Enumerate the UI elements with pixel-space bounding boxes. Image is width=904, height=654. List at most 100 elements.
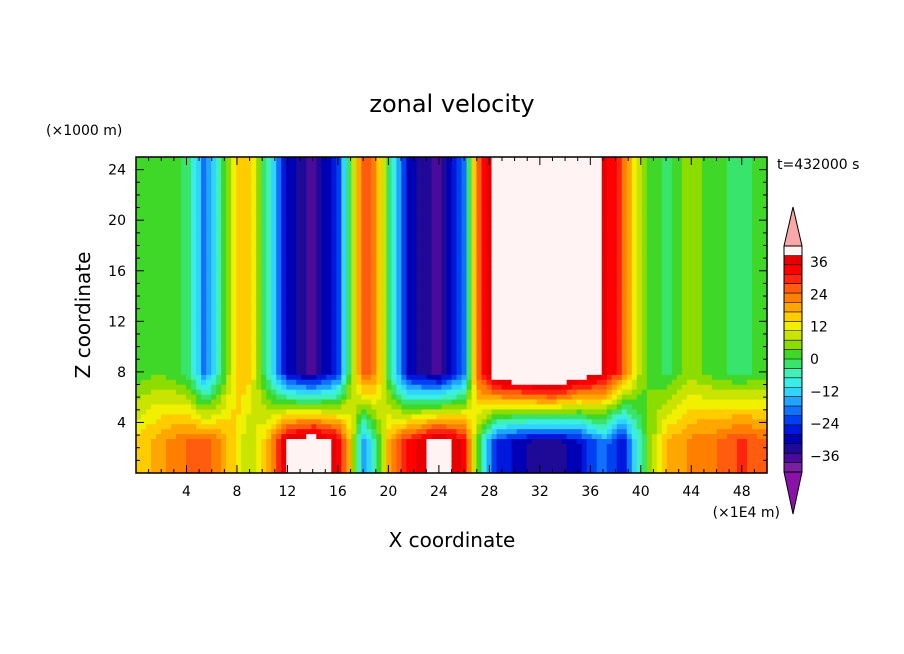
field-cell <box>166 403 172 410</box>
field-cell <box>486 453 493 459</box>
field-cell <box>256 354 262 361</box>
field-cell <box>611 305 618 311</box>
field-cell <box>251 334 257 341</box>
field-cell <box>231 398 237 405</box>
field-cell <box>621 310 628 316</box>
field-cell <box>591 463 598 469</box>
field-cell <box>271 468 277 474</box>
field-cell <box>726 329 733 336</box>
field-cell <box>296 418 302 425</box>
field-cell <box>311 458 317 464</box>
field-cell <box>376 418 382 425</box>
field-cell <box>631 349 638 356</box>
field-cell <box>516 354 523 361</box>
field-cell <box>546 285 553 291</box>
field-cell <box>151 448 157 454</box>
field-cell <box>711 453 718 459</box>
field-cell <box>666 334 673 341</box>
field-cell <box>481 300 488 306</box>
field-cell <box>691 315 698 321</box>
field-cell <box>301 443 307 449</box>
field-cell <box>156 463 162 469</box>
field-cell <box>511 463 518 469</box>
field-cell <box>606 349 613 356</box>
field-cell <box>221 433 227 440</box>
field-cell <box>196 300 202 306</box>
field-cell <box>556 369 563 375</box>
field-cell <box>446 403 453 410</box>
field-cell <box>286 315 292 321</box>
field-cell <box>146 398 152 405</box>
field-cell <box>286 305 292 311</box>
field-cell <box>406 334 413 341</box>
field-cell <box>216 359 222 365</box>
field-cell <box>291 468 297 474</box>
field-cell <box>691 334 698 341</box>
field-cell <box>266 423 272 430</box>
field-cell <box>681 364 688 370</box>
field-cell <box>181 324 187 331</box>
field-cell <box>341 453 347 459</box>
field-cell <box>761 364 768 370</box>
field-cell <box>691 438 698 444</box>
field-cell <box>631 463 638 469</box>
field-cell <box>611 349 618 356</box>
field-cell <box>326 369 332 375</box>
field-cell <box>686 295 693 301</box>
field-cell <box>591 379 598 385</box>
field-cell <box>346 428 352 435</box>
field-cell <box>401 285 408 291</box>
field-cell <box>156 458 162 464</box>
field-cell <box>551 443 558 449</box>
field-cell <box>531 344 538 351</box>
field-cell <box>251 423 257 430</box>
field-cell <box>361 403 367 410</box>
field-cell <box>326 285 332 291</box>
field-cell <box>496 379 503 385</box>
field-cell <box>376 319 382 326</box>
field-cell <box>626 384 633 390</box>
field-cell <box>211 468 217 474</box>
field-cell <box>221 319 227 326</box>
field-cell <box>756 339 763 346</box>
field-cell <box>191 359 197 365</box>
field-cell <box>471 413 478 420</box>
field-cell <box>546 334 553 341</box>
field-cell <box>616 295 623 301</box>
field-cell <box>206 354 212 361</box>
field-cell <box>241 384 247 390</box>
field-cell <box>146 389 152 395</box>
field-cell <box>706 453 713 459</box>
field-cell <box>246 354 252 361</box>
field-cell <box>761 374 768 380</box>
field-cell <box>436 305 443 311</box>
field-cell <box>296 453 302 459</box>
field-cell <box>741 448 748 454</box>
field-cell <box>661 319 668 326</box>
field-cell <box>306 379 312 385</box>
field-cell <box>741 463 748 469</box>
field-cell <box>206 394 212 400</box>
field-cell <box>291 349 297 356</box>
field-cell <box>351 389 357 395</box>
field-cell <box>301 394 307 400</box>
field-cell <box>501 369 508 375</box>
field-cell <box>566 290 573 296</box>
field-cell <box>466 448 473 454</box>
field-cell <box>336 403 342 410</box>
field-cell <box>161 349 167 356</box>
field-cell <box>136 344 142 351</box>
field-cell <box>586 458 593 464</box>
field-cell <box>636 334 643 341</box>
field-cell <box>266 428 272 435</box>
field-cell <box>611 413 618 420</box>
field-cell <box>411 319 418 326</box>
field-cell <box>171 349 177 356</box>
field-cell <box>441 403 448 410</box>
field-cell <box>516 310 523 316</box>
field-cell <box>236 319 242 326</box>
field-cell <box>566 315 573 321</box>
field-cell <box>446 423 453 430</box>
field-cell <box>141 433 147 440</box>
field-cell <box>441 349 448 356</box>
